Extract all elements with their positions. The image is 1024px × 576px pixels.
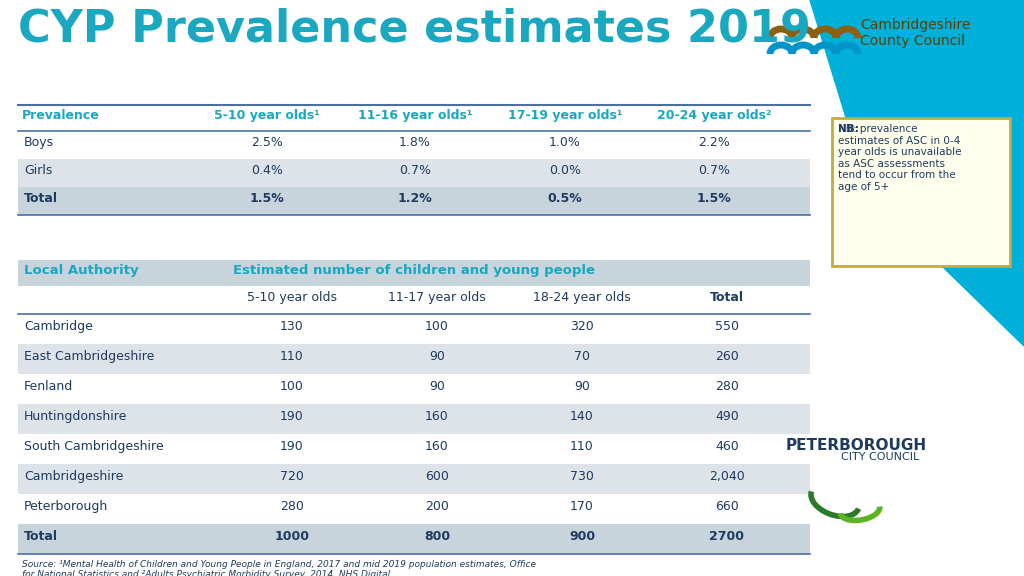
Text: 5-10 year olds¹: 5-10 year olds¹ — [214, 109, 319, 122]
Text: 17-19 year olds¹: 17-19 year olds¹ — [508, 109, 623, 122]
Text: 90: 90 — [429, 350, 445, 363]
Text: Total: Total — [24, 192, 58, 205]
Text: CITY COUNCIL: CITY COUNCIL — [841, 452, 920, 462]
Text: 190: 190 — [281, 410, 304, 423]
Text: Total: Total — [710, 291, 744, 304]
Text: 2.2%: 2.2% — [698, 136, 730, 149]
Text: 11-17 year olds: 11-17 year olds — [388, 291, 485, 304]
Text: 200: 200 — [425, 500, 449, 513]
Text: 130: 130 — [281, 320, 304, 333]
Text: 2,040: 2,040 — [710, 470, 744, 483]
Text: 2700: 2700 — [710, 530, 744, 543]
Text: NB:: NB: — [838, 124, 859, 134]
Text: 0.7%: 0.7% — [399, 164, 431, 177]
FancyBboxPatch shape — [18, 374, 810, 404]
Text: 20-24 year olds²: 20-24 year olds² — [656, 109, 771, 122]
Text: Peterborough: Peterborough — [24, 500, 109, 513]
FancyBboxPatch shape — [18, 434, 810, 464]
Text: 1000: 1000 — [274, 530, 309, 543]
Text: 160: 160 — [425, 440, 449, 453]
Text: 720: 720 — [280, 470, 304, 483]
Text: 1.0%: 1.0% — [549, 136, 581, 149]
Text: 70: 70 — [574, 350, 590, 363]
FancyBboxPatch shape — [18, 187, 810, 215]
Text: 600: 600 — [425, 470, 449, 483]
Text: 90: 90 — [574, 380, 590, 393]
Text: 0.5%: 0.5% — [548, 192, 583, 205]
Text: NB: prevalence
estimates of ASC in 0-4
year olds is unavailable
as ASC assessmen: NB: prevalence estimates of ASC in 0-4 y… — [838, 124, 962, 192]
Text: 550: 550 — [715, 320, 739, 333]
Text: 280: 280 — [715, 380, 739, 393]
Text: 170: 170 — [570, 500, 594, 513]
FancyBboxPatch shape — [18, 524, 810, 554]
FancyBboxPatch shape — [18, 464, 810, 494]
Text: 460: 460 — [715, 440, 739, 453]
Text: Total: Total — [24, 530, 58, 543]
Text: 280: 280 — [280, 500, 304, 513]
Text: Source: ¹Mental Health of Children and Young People in England, 2017 and mid 201: Source: ¹Mental Health of Children and Y… — [22, 560, 536, 576]
Text: Cambridgeshire: Cambridgeshire — [24, 470, 123, 483]
Text: 730: 730 — [570, 470, 594, 483]
Text: Local Authority: Local Authority — [24, 264, 138, 277]
Text: 90: 90 — [429, 380, 445, 393]
Polygon shape — [810, 0, 1024, 346]
Text: South Cambridgeshire: South Cambridgeshire — [24, 440, 164, 453]
Text: 900: 900 — [569, 530, 595, 543]
Text: East Cambridgeshire: East Cambridgeshire — [24, 350, 155, 363]
FancyBboxPatch shape — [18, 404, 810, 434]
FancyBboxPatch shape — [18, 494, 810, 524]
FancyBboxPatch shape — [831, 118, 1010, 266]
Text: 110: 110 — [281, 350, 304, 363]
Text: 1.8%: 1.8% — [399, 136, 431, 149]
Text: 800: 800 — [424, 530, 451, 543]
Text: 260: 260 — [715, 350, 739, 363]
Text: CYP Prevalence estimates 2019: CYP Prevalence estimates 2019 — [18, 8, 811, 51]
Text: PETERBOROUGH: PETERBOROUGH — [785, 438, 927, 453]
Text: 100: 100 — [425, 320, 449, 333]
Text: 0.7%: 0.7% — [698, 164, 730, 177]
Text: 140: 140 — [570, 410, 594, 423]
Text: 5-10 year olds: 5-10 year olds — [247, 291, 337, 304]
Text: 110: 110 — [570, 440, 594, 453]
Text: Boys: Boys — [24, 136, 54, 149]
Text: Cambridge: Cambridge — [24, 320, 93, 333]
FancyBboxPatch shape — [18, 131, 810, 159]
Text: 1.5%: 1.5% — [696, 192, 731, 205]
Text: Estimated number of children and young people: Estimated number of children and young p… — [233, 264, 595, 277]
Text: 1.5%: 1.5% — [250, 192, 285, 205]
FancyBboxPatch shape — [18, 159, 810, 187]
FancyBboxPatch shape — [18, 314, 810, 344]
Text: 190: 190 — [281, 440, 304, 453]
FancyBboxPatch shape — [18, 344, 810, 374]
Text: 0.4%: 0.4% — [251, 164, 283, 177]
FancyBboxPatch shape — [18, 260, 810, 286]
Text: 320: 320 — [570, 320, 594, 333]
Text: Girls: Girls — [24, 164, 52, 177]
Text: Fenland: Fenland — [24, 380, 74, 393]
Text: 100: 100 — [280, 380, 304, 393]
Text: Huntingdonshire: Huntingdonshire — [24, 410, 127, 423]
Text: 660: 660 — [715, 500, 739, 513]
Text: 2.5%: 2.5% — [251, 136, 283, 149]
Text: 160: 160 — [425, 410, 449, 423]
Text: Cambridgeshire
County Council: Cambridgeshire County Council — [860, 18, 971, 48]
Text: 0.0%: 0.0% — [549, 164, 581, 177]
Text: 18-24 year olds: 18-24 year olds — [534, 291, 631, 304]
Text: 11-16 year olds¹: 11-16 year olds¹ — [357, 109, 472, 122]
Text: 490: 490 — [715, 410, 739, 423]
Text: Prevalence: Prevalence — [22, 109, 99, 122]
Text: 1.2%: 1.2% — [397, 192, 432, 205]
